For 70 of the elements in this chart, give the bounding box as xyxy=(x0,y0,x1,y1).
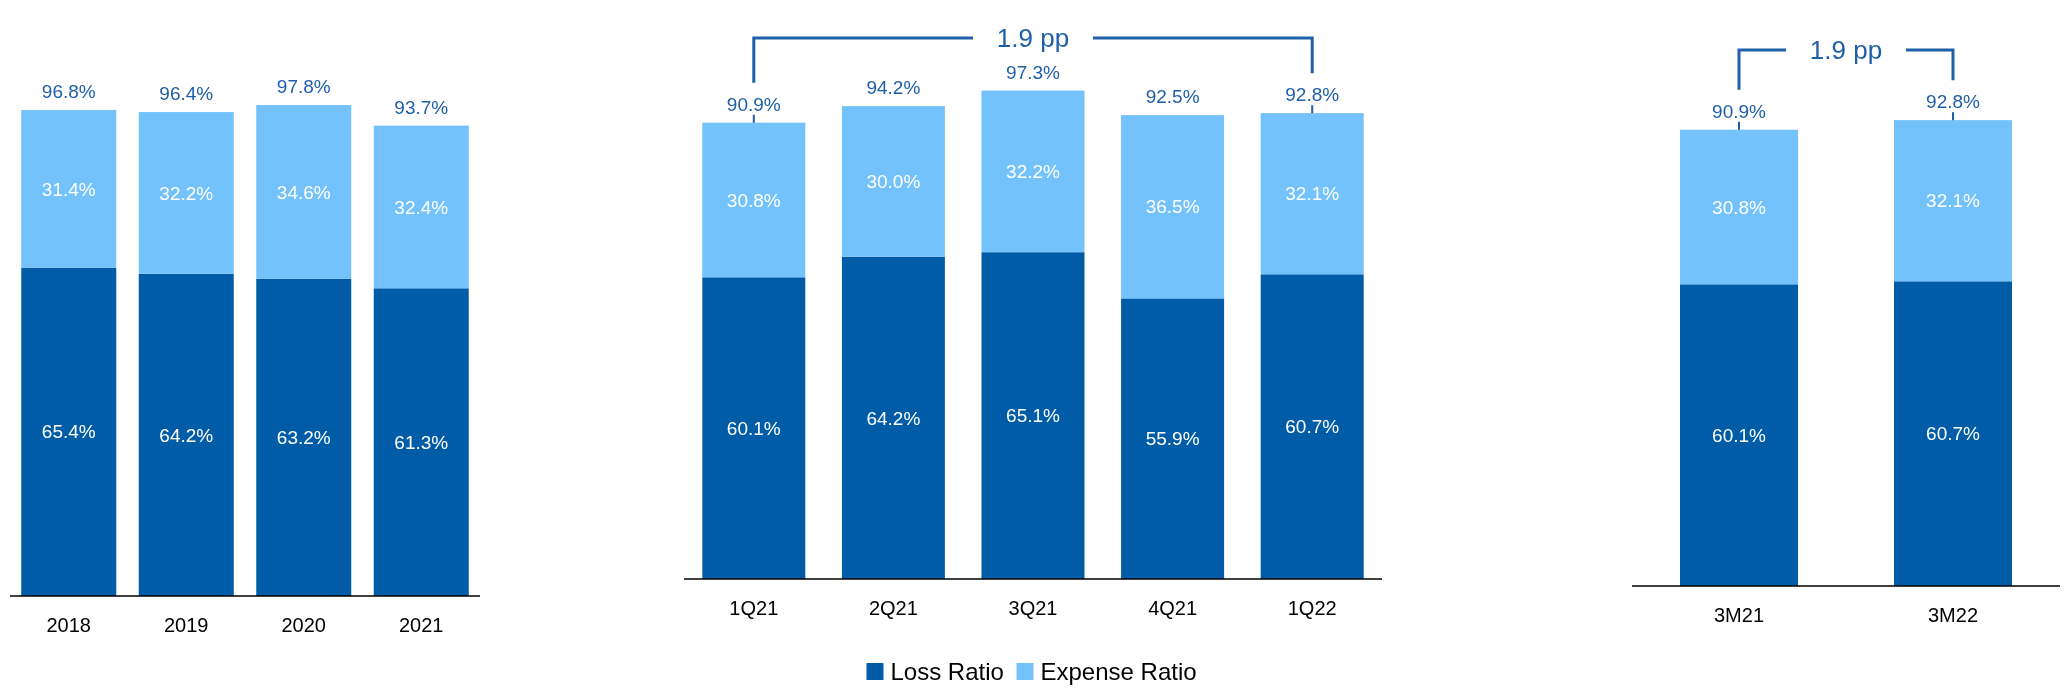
x-tick-label: 3M22 xyxy=(1927,604,1979,626)
total-label: 96.8% xyxy=(41,81,96,103)
data-label: 32.1% xyxy=(1285,183,1340,205)
x-tick-label: 3Q21 xyxy=(1008,597,1058,619)
bar xyxy=(1121,298,1225,579)
data-label: 34.6% xyxy=(276,181,331,203)
data-label: 60.7% xyxy=(1285,416,1340,438)
data-label: 31.4% xyxy=(41,178,96,200)
bar xyxy=(702,277,806,579)
data-label: 30.8% xyxy=(726,189,781,211)
data-label: 61.3% xyxy=(394,431,449,453)
total-label: 93.7% xyxy=(394,96,449,118)
x-tick-label: 1Q21 xyxy=(729,597,779,619)
legend-label: Expense Ratio xyxy=(1040,658,1197,686)
data-label: 36.5% xyxy=(1145,196,1200,218)
data-label: 30.8% xyxy=(1712,196,1767,218)
x-tick-label: 2Q21 xyxy=(868,597,918,619)
bar xyxy=(1260,274,1364,579)
bar xyxy=(1894,120,2012,282)
data-label: 32.4% xyxy=(394,196,449,218)
text: 1.9 pp xyxy=(1809,35,1883,66)
bar xyxy=(1121,115,1225,299)
bar xyxy=(841,106,945,257)
bar xyxy=(256,278,352,596)
x-tick-label: 4Q21 xyxy=(1148,597,1198,619)
data-label: 64.2% xyxy=(866,407,921,429)
bar xyxy=(21,267,117,596)
bar xyxy=(256,105,352,279)
total-label: 92.5% xyxy=(1145,86,1200,108)
data-label: 32.2% xyxy=(159,182,214,204)
data-label: 65.4% xyxy=(41,421,96,443)
total-label: 92.8% xyxy=(1926,91,1981,113)
bar xyxy=(981,90,1085,253)
data-label: 55.9% xyxy=(1145,428,1200,450)
bar xyxy=(373,288,469,596)
data-label: 60.1% xyxy=(726,417,781,439)
total-label: 94.2% xyxy=(866,77,921,99)
bar xyxy=(21,110,117,268)
bar xyxy=(1680,284,1798,586)
bar xyxy=(138,112,234,274)
data-label: 32.2% xyxy=(1006,161,1061,183)
bar xyxy=(1894,281,2012,586)
bar xyxy=(1260,113,1364,275)
x-tick-label: 2020 xyxy=(281,614,326,636)
data-label: 30.0% xyxy=(866,171,921,193)
bar xyxy=(841,256,945,579)
data-label: 60.1% xyxy=(1712,424,1767,446)
total-label: 92.8% xyxy=(1285,84,1340,106)
x-tick-label: 1Q22 xyxy=(1287,597,1337,619)
bar xyxy=(981,252,1085,579)
bar xyxy=(373,125,469,289)
bar xyxy=(1680,129,1798,285)
x-tick-label: 2021 xyxy=(399,614,444,636)
x-tick-label: 3M21 xyxy=(1713,604,1765,626)
bar xyxy=(138,273,234,596)
data-label: 32.1% xyxy=(1926,190,1981,212)
total-label: 96.4% xyxy=(159,83,214,105)
x-tick-label: 2018 xyxy=(46,614,91,636)
total-label: 90.9% xyxy=(1712,100,1767,122)
total-label: 97.3% xyxy=(1006,61,1061,83)
total-label: 90.9% xyxy=(726,93,781,115)
data-label: 65.1% xyxy=(1006,405,1061,427)
total-label: 97.8% xyxy=(276,76,331,98)
legend-label: Loss Ratio xyxy=(890,658,1004,686)
bar xyxy=(702,122,806,278)
data-label: 60.7% xyxy=(1926,423,1981,445)
data-label: 64.2% xyxy=(159,424,214,446)
x-tick-label: 2019 xyxy=(164,614,209,636)
data-label: 63.2% xyxy=(276,427,331,449)
text: 1.9 pp xyxy=(996,23,1070,54)
